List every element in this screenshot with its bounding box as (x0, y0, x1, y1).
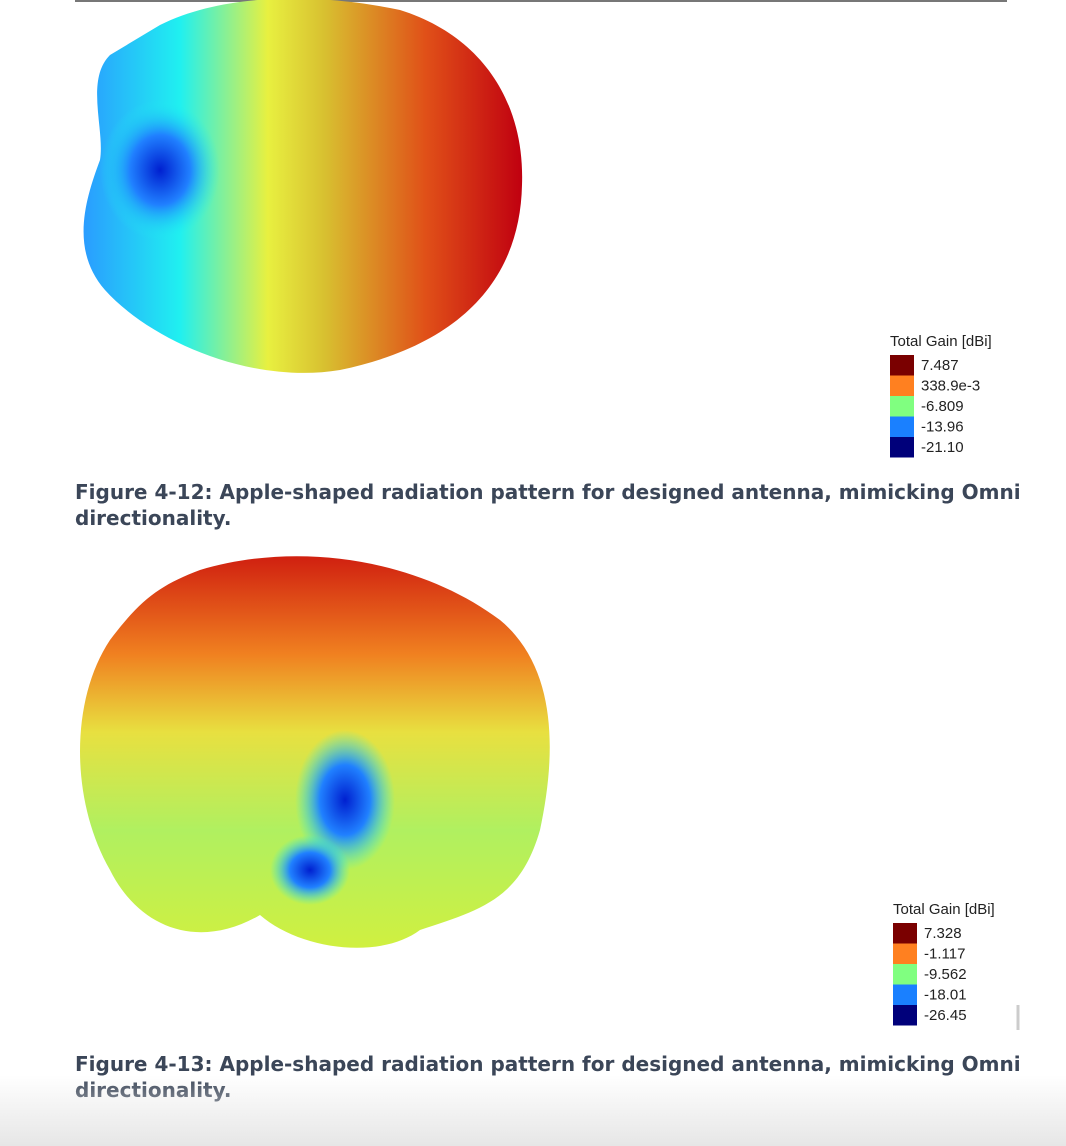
legend-swatch (893, 964, 917, 985)
legend-swatch (890, 416, 914, 437)
legend-swatch (890, 396, 914, 417)
legend-label: -9.562 (924, 966, 967, 983)
figure-caption: Figure 4-12: Apple-shaped radiation patt… (75, 480, 1021, 504)
null-region (295, 730, 395, 870)
figure-caption: directionality. (75, 506, 231, 530)
null-region (100, 100, 220, 240)
legend-swatch (893, 943, 917, 964)
legend-title: Total Gain [dBi] (890, 333, 992, 350)
legend-label: -1.117 (924, 945, 965, 962)
legend-label: 7.487 (921, 357, 959, 374)
legend-label: -21.10 (921, 439, 964, 456)
bottom-fade (0, 1075, 1066, 1146)
legend-swatch (893, 984, 917, 1005)
radiation-pattern (83, 0, 523, 373)
content: Total Gain [dBi] 7.487 338.9e-3 -6.809 -13.9… (75, 333, 1021, 1102)
null-region (270, 835, 350, 905)
legend-label: -6.809 (921, 398, 964, 415)
legend-label: 7.328 (924, 925, 962, 942)
legend-title: Total Gain [dBi] (893, 901, 995, 918)
legend-label: 338.9e-3 (921, 377, 980, 394)
legend-swatch (890, 375, 914, 396)
legend-label: -13.96 (921, 418, 964, 435)
legend-label: -26.45 (924, 1007, 967, 1024)
figure-caption: Figure 4-13: Apple-shaped radiation patt… (75, 1052, 1021, 1076)
legend-swatch (893, 1005, 917, 1026)
legend-swatch (890, 437, 914, 458)
legend-swatch (893, 923, 917, 944)
legend-label: -18.01 (924, 986, 967, 1003)
legend-swatch (890, 355, 914, 376)
